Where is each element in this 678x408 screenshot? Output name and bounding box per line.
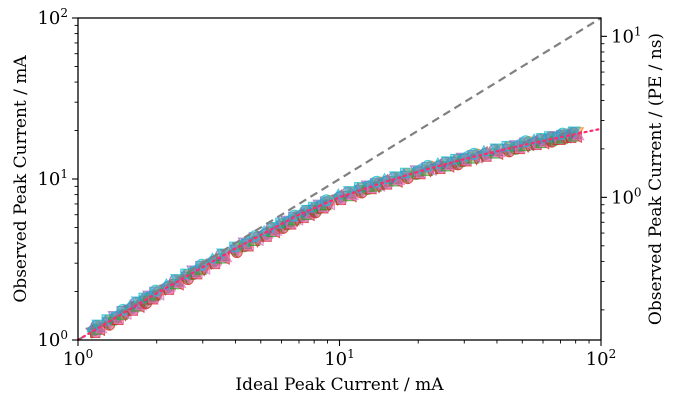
lines-layer — [76, 17, 603, 342]
data-point — [489, 143, 503, 155]
x-tick-label: 102 — [586, 347, 617, 370]
data-point — [127, 305, 138, 316]
x-tick-label: 101 — [324, 347, 355, 370]
data-point — [307, 201, 319, 213]
data-point — [399, 167, 411, 179]
ideal-reference-line — [77, 17, 602, 341]
data-point — [481, 151, 492, 162]
y-tick-label: 101 — [37, 167, 68, 190]
data-markers — [84, 126, 585, 340]
y-axis-title: Observed Peak Current / mA — [11, 55, 31, 303]
y2-tick-label: 101 — [611, 24, 642, 47]
axis-ticks — [72, 17, 607, 346]
fit-line — [76, 127, 603, 342]
y-tick-label: 100 — [37, 328, 68, 351]
data-point — [568, 126, 581, 138]
y2-axis-title: Observed Peak Current / (PE / ns) — [646, 33, 666, 325]
data-point — [209, 258, 221, 270]
tick-labels: 100 101 102 100 101 102 100 101 — [37, 6, 641, 370]
y-tick-label: 102 — [37, 6, 68, 29]
data-point — [342, 186, 356, 198]
data-point — [275, 217, 286, 228]
data-point — [353, 182, 365, 193]
x-tick-label: 100 — [63, 347, 94, 370]
x-axis-title: Ideal Peak Current / mA — [235, 375, 444, 395]
y2-tick-label: 100 — [611, 185, 642, 208]
data-point — [381, 179, 393, 190]
